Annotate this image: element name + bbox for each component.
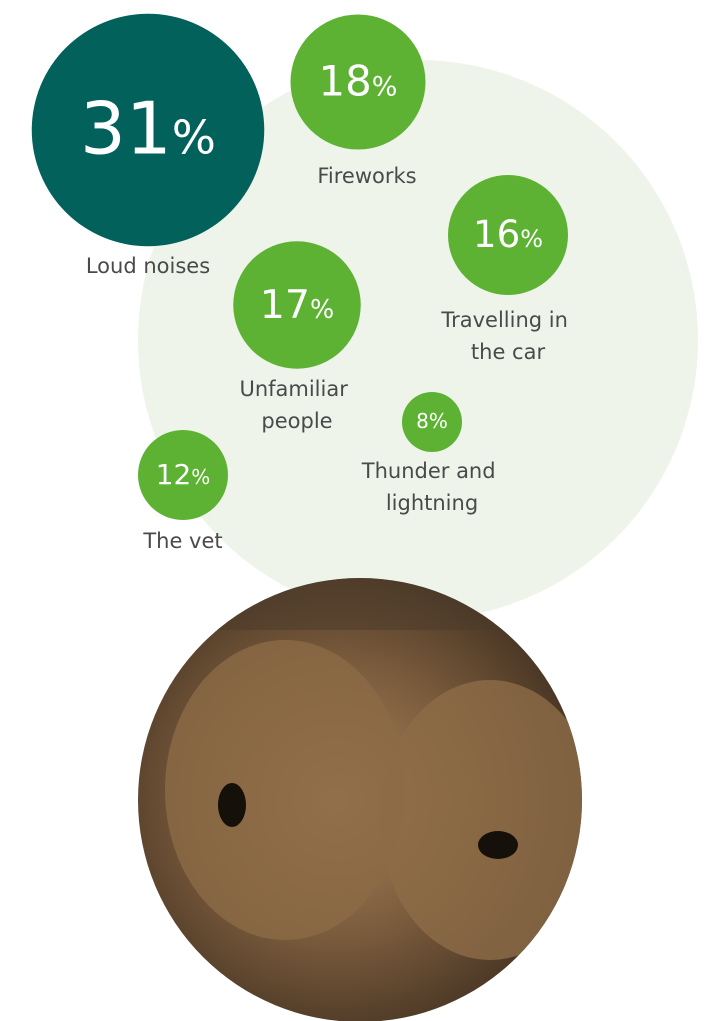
category-label: Travelling in the car [440, 308, 574, 364]
value-number: 18 [319, 57, 372, 106]
background-circle [138, 60, 698, 620]
label-line: lightning [386, 491, 478, 515]
value-unit: % [429, 409, 448, 433]
category-label: The vet [142, 529, 222, 553]
value-unit: % [191, 465, 210, 489]
bubble [290, 14, 426, 150]
label-line: Unfamiliar [239, 377, 354, 401]
label-line: Thunder and [361, 459, 503, 483]
bubble [233, 241, 361, 369]
label-line: people [261, 409, 332, 433]
photo [138, 578, 582, 1021]
value-unit: % [372, 72, 398, 103]
value-number: 17 [260, 282, 310, 328]
value-label: 18% [319, 57, 398, 106]
category-label: Unfamiliar people [239, 377, 354, 433]
value-label: 31% [80, 86, 216, 170]
value-unit: % [520, 225, 543, 253]
value-label: 16% [473, 212, 543, 256]
bubble [138, 430, 228, 520]
category-label: Fireworks [317, 164, 416, 188]
category-label: Loud noises [86, 254, 210, 278]
value-number: 16 [473, 212, 520, 256]
bubble [402, 392, 462, 452]
value-number: 31 [80, 86, 172, 170]
category-label: Thunder and lightning [361, 459, 503, 515]
value-label: 12% [156, 458, 211, 491]
value-number: 12 [156, 458, 192, 491]
value-unit: % [172, 110, 216, 164]
bubble [448, 175, 568, 295]
value-label: 17% [260, 282, 335, 328]
label-line: Travelling in [440, 308, 574, 332]
value-label: 8% [416, 409, 448, 433]
bubble [31, 13, 265, 247]
value-number: 8 [416, 409, 429, 433]
value-unit: % [310, 295, 334, 325]
label-line: the car [471, 340, 546, 364]
